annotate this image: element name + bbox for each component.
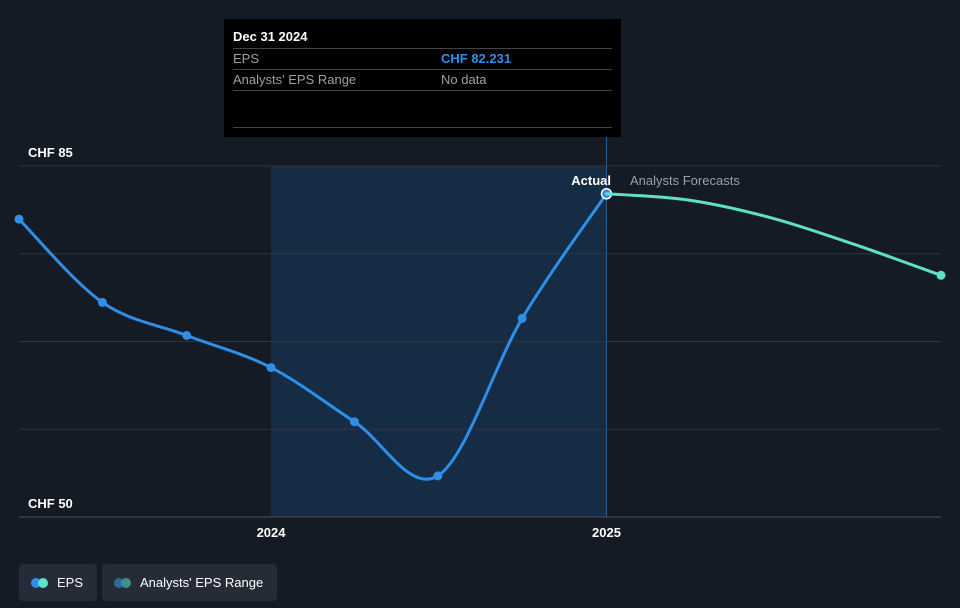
- y-tick-label: CHF 50: [28, 496, 73, 511]
- tooltip-row-range: Analysts' EPS Range No data: [233, 70, 612, 91]
- eps-point: [433, 471, 443, 481]
- eps-point: [266, 363, 276, 373]
- legend-item-eps[interactable]: EPS: [19, 564, 98, 601]
- eps-point: [182, 330, 192, 340]
- x-tick-label: 2024: [257, 525, 287, 540]
- legend: EPS Analysts' EPS Range: [19, 564, 278, 601]
- tooltip-eps-value: CHF 82.231: [441, 51, 512, 66]
- forecast-line: [604, 192, 943, 277]
- series-layer: [14, 188, 946, 481]
- grid-lines: [19, 165, 941, 518]
- legend-label-eps-range: Analysts' EPS Range: [140, 575, 264, 590]
- tooltip-eps-label: EPS: [233, 51, 260, 66]
- analysts-forecasts-label: Analysts Forecasts: [630, 173, 740, 188]
- eps-point: [97, 297, 107, 307]
- y-tick-label: CHF 85: [28, 145, 73, 160]
- x-tick-label: 2025: [592, 525, 621, 540]
- tick-labels: CHF 85 CHF 50 2024 2025: [28, 145, 621, 540]
- eps-point: [14, 214, 24, 224]
- tooltip-date: Dec 31 2024: [233, 29, 612, 49]
- eps-legend-icon: [31, 577, 51, 588]
- eps-point: [349, 417, 359, 427]
- eps-point: [517, 313, 527, 323]
- tooltip-divider: [233, 127, 612, 128]
- forecast-point: [936, 270, 946, 280]
- tooltip-range-label: Analysts' EPS Range: [233, 72, 357, 87]
- tooltip-range-value: No data: [441, 72, 487, 87]
- tooltip-row-eps: EPS CHF 82.231: [233, 49, 612, 70]
- legend-item-eps-range[interactable]: Analysts' EPS Range: [102, 564, 278, 601]
- actual-label: Actual: [571, 173, 611, 188]
- legend-label-eps: EPS: [57, 575, 84, 590]
- eps-range-legend-icon: [114, 577, 134, 588]
- tooltip: Dec 31 2024 EPS CHF 82.231 Analysts' EPS…: [224, 19, 621, 137]
